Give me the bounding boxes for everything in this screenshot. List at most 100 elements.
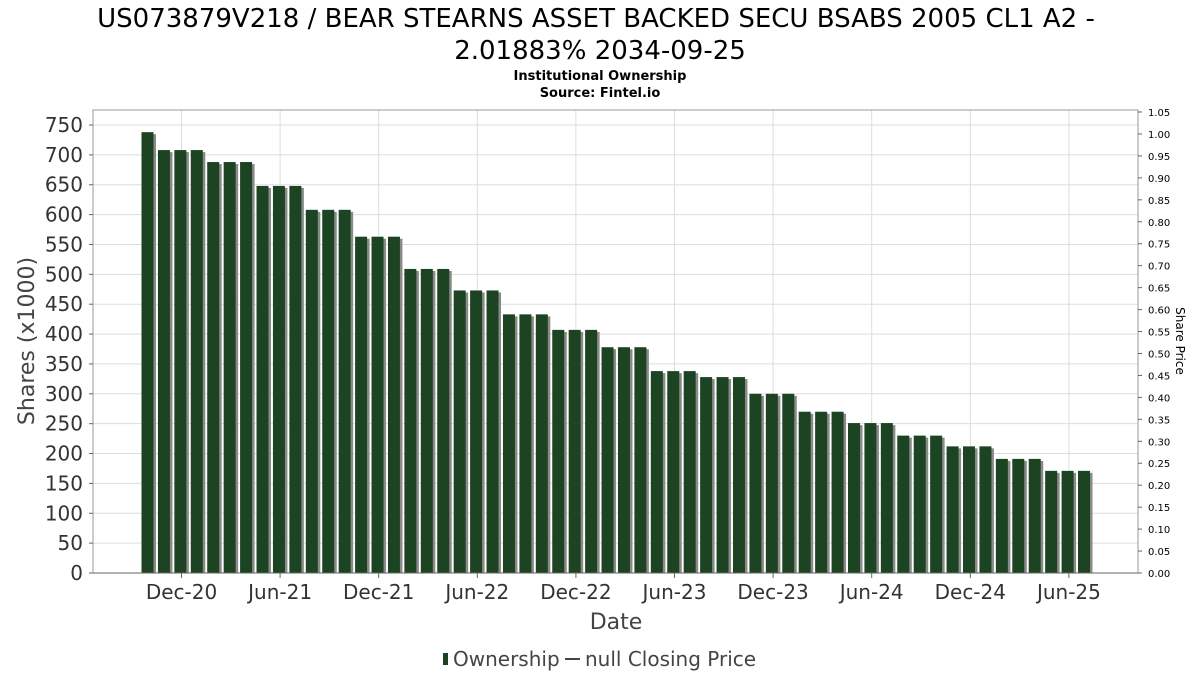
legend-ownership-swatch — [443, 653, 448, 665]
ownership-bar — [897, 435, 910, 573]
y2-tick-label: 0.50 — [1148, 349, 1170, 360]
y2-tick-label: 1.05 — [1148, 108, 1170, 119]
y-tick-label: 400 — [45, 322, 83, 346]
y2-tick-label: 0.10 — [1148, 525, 1170, 536]
ownership-bar — [963, 446, 975, 573]
y2-tick-label: 0.80 — [1148, 218, 1170, 229]
y2-axis-label: Share Price — [1173, 307, 1187, 375]
ownership-bar — [470, 290, 483, 573]
ownership-bar — [157, 150, 170, 573]
ownership-bar — [634, 347, 647, 573]
ownership-bar — [387, 236, 400, 573]
ownership-bar — [207, 162, 220, 573]
y-tick-label: 350 — [45, 352, 83, 376]
y2-tick-label: 0.65 — [1148, 284, 1170, 295]
ownership-bar — [683, 371, 696, 573]
y2-tick-label: 0.70 — [1148, 262, 1170, 273]
ownership-bar — [338, 209, 351, 573]
legend: Ownership null Closing Price — [443, 647, 756, 671]
ownership-bar — [815, 411, 828, 573]
x-tick-label: Dec-22 — [540, 580, 611, 604]
y-tick-label: 200 — [45, 442, 83, 466]
x-tick-label: Jun-23 — [641, 580, 707, 604]
x-axis-ticks: Dec-20 Jun-21 Dec-21 Jun-22 Dec-22 Jun-23 Dec-… — [146, 573, 1101, 604]
ownership-bar — [568, 329, 581, 573]
y-axis-label: Shares (x1000) — [15, 257, 40, 425]
y-tick-label: 450 — [45, 292, 83, 316]
x-tick-label: Jun-24 — [838, 580, 904, 604]
y-tick-label: 550 — [45, 232, 83, 256]
y2-tick-label: 0.90 — [1148, 174, 1170, 185]
chart-subtitle-line1: Institutional Ownership — [514, 69, 687, 84]
y2-tick-label: 0.30 — [1148, 437, 1170, 448]
ownership-bar — [1028, 458, 1041, 573]
ownership-bar — [502, 314, 515, 573]
y2-tick-label: 0.15 — [1148, 503, 1170, 514]
y2-tick-label: 0.05 — [1148, 547, 1170, 558]
ownership-bar — [552, 329, 565, 573]
x-tick-label: Jun-22 — [443, 580, 509, 604]
ownership-bar — [798, 411, 811, 573]
ownership-bar — [305, 209, 318, 573]
ownership-bar — [174, 150, 187, 573]
x-tick-label: Dec-20 — [146, 580, 217, 604]
y2-tick-label: 0.35 — [1148, 415, 1170, 426]
ownership-bar — [667, 371, 680, 573]
y2-tick-label: 0.55 — [1148, 328, 1170, 339]
ownership-bar — [979, 446, 992, 573]
ownership-bar — [420, 268, 433, 573]
ownership-bar — [453, 290, 466, 573]
ownership-bar — [617, 347, 630, 573]
ownership-bar — [831, 411, 844, 573]
ownership-bar — [437, 268, 450, 573]
legend-ownership-label: Ownership — [453, 647, 560, 671]
y-tick-label: 100 — [45, 501, 83, 525]
ownership-bar — [995, 458, 1008, 573]
ownership-bar — [190, 150, 203, 573]
x-tick-label: Dec-21 — [343, 580, 414, 604]
chart-title-line2: 2.01883% 2034-09-25 — [454, 36, 746, 66]
ownership-bar — [404, 268, 417, 573]
ownership-bar — [223, 162, 236, 573]
y2-tick-label: 0.40 — [1148, 393, 1170, 404]
x-tick-label: Jun-21 — [246, 580, 312, 604]
y-tick-label: 300 — [45, 382, 83, 406]
ownership-bar — [1045, 470, 1058, 573]
y2-tick-label: 0.25 — [1148, 459, 1170, 470]
y2-tick-label: 0.75 — [1148, 240, 1170, 251]
ownership-bar — [946, 446, 959, 573]
ownership-bar — [585, 329, 598, 573]
ownership-bar — [601, 347, 614, 573]
ownership-bar — [289, 185, 302, 574]
ownership-bar — [486, 290, 499, 573]
ownership-bar — [240, 162, 253, 573]
y-tick-label: 600 — [45, 203, 83, 227]
y2-tick-label: 0.00 — [1148, 569, 1170, 580]
y2-tick-label: 0.95 — [1148, 152, 1170, 163]
y2-tick-label: 0.85 — [1148, 196, 1170, 207]
y-tick-label: 700 — [45, 143, 83, 167]
bars — [141, 132, 1093, 574]
y-tick-label: 150 — [45, 471, 83, 495]
y-tick-label: 250 — [45, 412, 83, 436]
legend-price-label: null Closing Price — [585, 647, 756, 671]
ownership-bar — [141, 132, 154, 573]
ownership-bar — [716, 377, 729, 573]
y2-tick-label: 0.45 — [1148, 371, 1170, 382]
y-tick-label: 500 — [45, 262, 83, 286]
ownership-bar — [256, 185, 269, 574]
ownership-bar — [535, 314, 548, 573]
y2-tick-label: 0.20 — [1148, 481, 1170, 492]
y-tick-label: 650 — [45, 173, 83, 197]
chart-subtitle-line2: Source: Fintel.io — [540, 86, 661, 101]
ownership-bar — [732, 377, 745, 573]
ownership-bar — [1012, 458, 1025, 573]
ownership-bar — [650, 371, 663, 573]
ownership-bar — [880, 423, 893, 573]
ownership-bar — [700, 377, 713, 573]
ownership-bar — [765, 393, 778, 573]
y2-tick-label: 1.00 — [1148, 130, 1170, 141]
ownership-bar — [913, 435, 926, 573]
ownership-bar — [749, 393, 762, 573]
